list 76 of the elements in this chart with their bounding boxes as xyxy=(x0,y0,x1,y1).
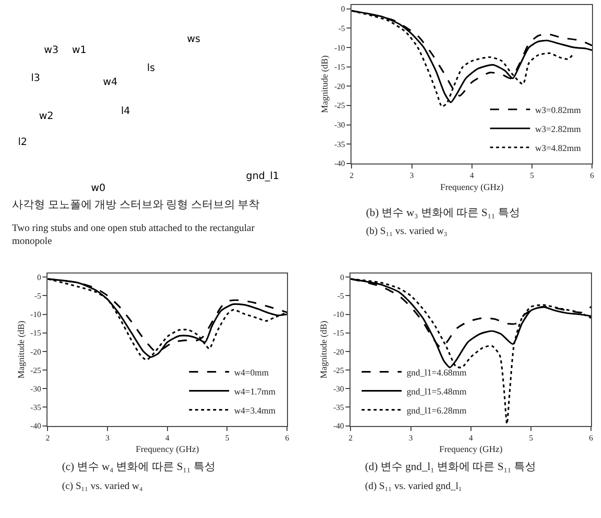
text: w0 xyxy=(91,183,106,194)
y-tick-label: -35 xyxy=(333,403,344,412)
y-tick-label: -20 xyxy=(334,82,346,91)
text: (b) 변수 w₃ 변화에 따른 S₁₁ 특성 xyxy=(366,207,520,219)
legend-label: w3=4.82mm xyxy=(535,142,581,153)
y-tick-label: -20 xyxy=(333,347,344,356)
y-tick-label: 0 xyxy=(37,272,42,282)
y-tick-label: -40 xyxy=(333,422,344,431)
text: (c) 변수 w₄ 변화에 따른 S₁₁ 특성 xyxy=(62,461,216,473)
text: w2 xyxy=(39,111,54,122)
y-tick-label: -30 xyxy=(30,384,42,394)
y-tick-label: -40 xyxy=(334,159,346,168)
y-tick-label: -25 xyxy=(334,101,346,110)
y-tick-label: -35 xyxy=(30,403,42,412)
y-tick-label: -25 xyxy=(30,366,42,375)
y-tick-label: -5 xyxy=(338,24,346,33)
x-tick-label: 3 xyxy=(408,433,413,442)
legend-label: gnd_l1=6.28mm xyxy=(406,405,466,416)
y-tick-label: -20 xyxy=(30,347,42,356)
x-tick-label: 5 xyxy=(225,433,230,442)
y-tick-label: -30 xyxy=(334,120,346,130)
y-tick-label: -10 xyxy=(334,43,346,52)
text: gnd_l1 xyxy=(246,171,280,182)
text: l3 xyxy=(31,73,40,84)
text: (c) S₁₁ vs. varied w₄ xyxy=(62,481,144,492)
y-tick-label: -10 xyxy=(333,310,344,320)
y-tick-label: -30 xyxy=(333,384,344,394)
text: ls xyxy=(147,63,155,74)
x-tick-label: 2 xyxy=(46,433,50,442)
legend-label: w4=3.4mm xyxy=(234,405,276,416)
text: (d) S₁₁ vs. varied gnd_l₁ xyxy=(365,481,462,492)
text: 사각형 모노폴에 개방 스터브와 링형 스터브의 부착 xyxy=(12,199,260,211)
x-tick-label: 2 xyxy=(348,433,353,442)
y-tick-label: -15 xyxy=(30,328,42,338)
text: (d) 변수 gnd_l₁ 변화에 따른 S₁₁ 특성 xyxy=(365,461,536,473)
y-tick-label: -40 xyxy=(30,422,42,431)
text: w1 xyxy=(72,45,87,56)
x-tick-label: 3 xyxy=(106,433,110,442)
y-tick-label: -35 xyxy=(334,140,346,149)
legend-label: w4=0mm xyxy=(234,367,269,378)
x-axis-title: Frequency (GHz) xyxy=(440,182,504,192)
x-tick-label: 4 xyxy=(468,433,473,442)
y-tick-label: -25 xyxy=(333,366,344,375)
x-tick-label: 6 xyxy=(590,171,594,180)
y-tick-label: 0 xyxy=(341,4,346,14)
text: (b) S₁₁ vs. varied w₃ xyxy=(366,226,448,237)
legend-label: w3=0.82mm xyxy=(535,104,581,115)
legend-label: gnd_l1=5.48mm xyxy=(406,386,466,396)
text: l2 xyxy=(18,137,28,148)
text: w4 xyxy=(103,77,118,88)
y-tick-label: -15 xyxy=(334,62,346,72)
legend-label: w4=1.7mm xyxy=(234,386,276,396)
y-axis-title: Magnitude (dB) xyxy=(16,320,26,378)
y-axis-title: Magnitude (dB) xyxy=(320,55,330,114)
x-axis-title: Frequency (GHz) xyxy=(439,444,502,454)
x-tick-label: 4 xyxy=(165,433,170,442)
y-tick-label: -10 xyxy=(30,310,42,320)
text: Two ring stubs and one open stub attached to the rectangular monopole xyxy=(12,223,256,247)
legend-label: gnd_l1=4.68mm xyxy=(406,367,466,378)
x-axis-title: Frequency (GHz) xyxy=(136,444,200,454)
x-tick-label: 4 xyxy=(470,171,474,180)
text: l4 xyxy=(121,106,130,117)
y-tick-label: 0 xyxy=(340,272,344,282)
x-tick-label: 3 xyxy=(410,171,414,180)
legend-label: w3=2.82mm xyxy=(535,124,581,134)
y-tick-label: -5 xyxy=(34,291,42,300)
x-tick-label: 2 xyxy=(350,171,354,180)
x-tick-label: 5 xyxy=(528,433,533,442)
y-tick-label: -15 xyxy=(333,328,344,338)
y-axis-title: Magnitude (dB) xyxy=(318,320,329,378)
x-tick-label: 6 xyxy=(589,433,594,442)
text: ws xyxy=(187,34,200,45)
x-tick-label: 6 xyxy=(285,433,290,442)
x-tick-label: 5 xyxy=(530,171,534,180)
y-tick-label: -5 xyxy=(337,291,344,300)
text: w3 xyxy=(44,45,59,56)
